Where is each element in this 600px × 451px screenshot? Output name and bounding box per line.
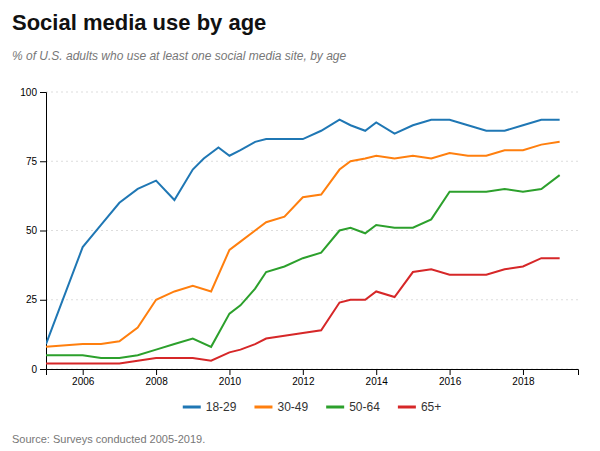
x-tick: 2012 — [292, 369, 315, 387]
x-tick: 2006 — [72, 369, 95, 387]
x-tick-label: 2018 — [512, 376, 535, 387]
legend-item: 65+ — [398, 400, 441, 414]
y-tick: 25 — [26, 294, 46, 305]
y-axis: 0 25 50 75 100 — [20, 87, 46, 375]
y-tick: 50 — [26, 225, 46, 236]
legend-item: 18-29 — [183, 400, 237, 414]
y-axis-line — [40, 93, 47, 370]
y-tick-mark — [40, 369, 46, 370]
y-tick-label: 100 — [20, 87, 37, 98]
legend-item: 30-49 — [254, 400, 308, 414]
lines — [46, 120, 560, 364]
y-tick: 100 — [20, 87, 46, 98]
x-tick: 2010 — [219, 369, 242, 387]
y-tick: 0 — [31, 364, 46, 375]
x-tick: 2018 — [512, 369, 535, 387]
x-tick-mark — [156, 369, 157, 375]
x-tick: 2016 — [439, 369, 462, 387]
legend-item: 50-64 — [326, 400, 380, 414]
y-tick-label: 0 — [31, 364, 37, 375]
x-tick-mark — [83, 369, 84, 375]
x-tick-mark — [303, 369, 304, 375]
x-tick-label: 2012 — [292, 376, 315, 387]
x-tick-mark — [376, 369, 377, 375]
legend-swatch — [254, 406, 272, 409]
source-note: Source: Surveys conducted 2005-2019. — [12, 433, 205, 445]
grid-line — [46, 161, 578, 162]
y-tick-mark — [40, 300, 46, 301]
x-tick: 2014 — [366, 369, 389, 387]
y-tick-label: 50 — [26, 225, 38, 236]
x-tick-label: 2016 — [439, 376, 462, 387]
grid — [46, 92, 578, 369]
plot-area: 2006 2008 2010 2012 2014 2016 2018 0 25 50 75 100 — [20, 87, 578, 387]
y-tick-label: 75 — [26, 156, 38, 167]
y-tick-mark — [40, 161, 46, 162]
series-line — [46, 258, 560, 363]
grid-line — [46, 92, 578, 93]
chart: Social media use by age % of U.S. adults … — [0, 0, 600, 451]
x-tick-label: 2006 — [72, 376, 95, 387]
x-axis: 2006 2008 2010 2012 2014 2016 2018 — [47, 369, 579, 387]
legend-swatch — [398, 406, 416, 409]
y-tick-mark — [40, 231, 46, 232]
y-tick: 75 — [26, 156, 46, 167]
y-tick-mark — [40, 92, 46, 93]
subtitle: % of U.S. adults who use at least one so… — [12, 49, 347, 63]
legend: 18-29 30-49 50-64 65+ — [183, 400, 441, 414]
x-tick: 2008 — [145, 369, 168, 387]
x-tick-label: 2010 — [219, 376, 242, 387]
x-tick-mark — [229, 369, 230, 375]
grid-line — [46, 230, 578, 231]
series-line — [46, 175, 560, 358]
y-tick-label: 25 — [26, 294, 38, 305]
x-axis-line — [47, 370, 579, 376]
series-line — [46, 120, 560, 344]
legend-label: 18-29 — [206, 400, 237, 414]
legend-label: 30-49 — [277, 400, 308, 414]
x-tick-label: 2008 — [145, 376, 168, 387]
legend-label: 65+ — [421, 400, 441, 414]
title: Social media use by age — [12, 10, 266, 35]
legend-label: 50-64 — [349, 400, 380, 414]
series-line — [46, 142, 560, 347]
grid-line — [46, 299, 578, 300]
x-tick-mark — [523, 369, 524, 375]
x-tick-mark — [450, 369, 451, 375]
legend-swatch — [326, 406, 344, 409]
legend-swatch — [183, 406, 201, 409]
x-tick-label: 2014 — [366, 376, 389, 387]
